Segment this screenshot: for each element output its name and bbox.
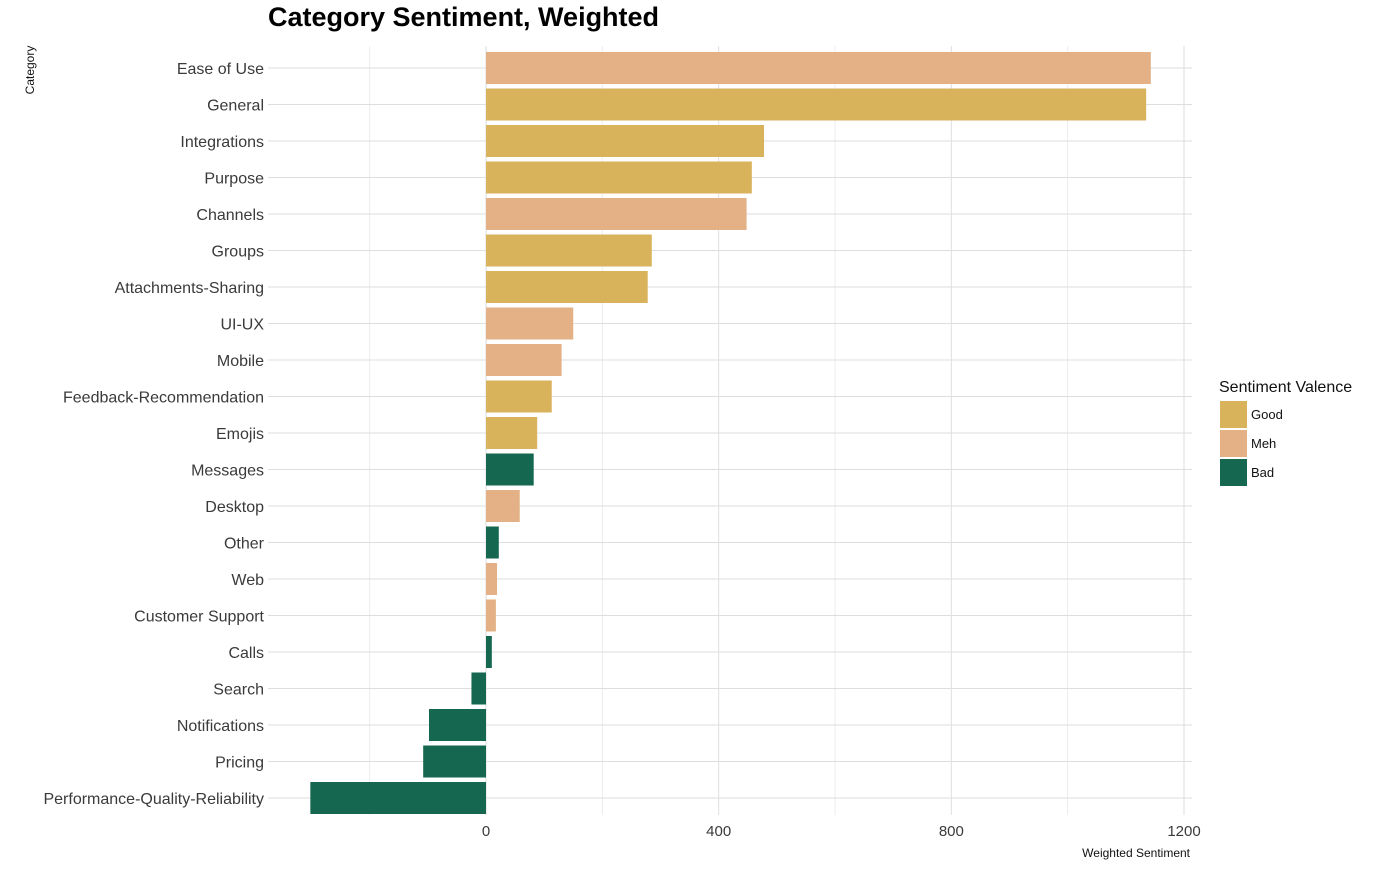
legend-swatch-good — [1220, 401, 1247, 428]
bar-attachments-sharing — [486, 271, 648, 303]
legend: Sentiment Valence Good Meh Bad — [1219, 379, 1352, 486]
category-label: Performance-Quality-Reliability — [43, 791, 264, 808]
category-label: Other — [224, 536, 265, 553]
legend-label: Meh — [1251, 436, 1276, 451]
x-tick-labels: 0 400 800 1200 — [482, 823, 1201, 840]
bar-notifications — [428, 709, 486, 741]
legend-swatch-meh — [1220, 430, 1247, 457]
legend-label: Good — [1251, 407, 1283, 422]
bar-ui-ux — [486, 307, 574, 340]
category-label: Mobile — [217, 353, 264, 370]
category-label: Notifications — [177, 718, 264, 735]
bar-web — [486, 563, 498, 595]
category-label: Desktop — [205, 499, 264, 516]
chart-title: Category Sentiment, Weighted — [268, 2, 659, 32]
bar-channels — [486, 198, 747, 230]
legend-entries: Good Meh Bad — [1220, 401, 1283, 486]
category-label: Search — [213, 682, 264, 699]
bar-performance-quality-reliability — [310, 782, 486, 814]
bar-mobile — [486, 344, 562, 376]
legend-title: Sentiment Valence — [1219, 379, 1352, 396]
category-label: Channels — [196, 207, 264, 224]
x-tick-label: 800 — [939, 823, 964, 840]
bar-customer-support — [486, 599, 496, 632]
bar-pricing — [423, 745, 486, 778]
bar-purpose — [486, 161, 752, 194]
grid — [268, 46, 1192, 815]
category-label: Ease of Use — [177, 61, 264, 78]
category-label: General — [207, 98, 264, 115]
category-label: Attachments-Sharing — [115, 280, 264, 297]
category-label: Pricing — [215, 755, 264, 772]
bars — [310, 52, 1151, 814]
category-label: Integrations — [180, 134, 264, 151]
bar-other — [486, 526, 499, 559]
bar-emojis — [486, 417, 538, 449]
bar-messages — [486, 453, 534, 486]
x-tick-label: 1200 — [1167, 823, 1200, 840]
legend-swatch-bad — [1220, 459, 1247, 486]
bar-general — [486, 88, 1147, 121]
bar-integrations — [486, 125, 765, 157]
category-labels: Ease of Use General Integrations Purpose Cha… — [43, 61, 264, 808]
category-label: Customer Support — [134, 609, 264, 626]
bar-groups — [486, 234, 652, 267]
x-tick-label: 0 — [482, 823, 490, 840]
category-label: Groups — [212, 244, 264, 261]
category-label: UI-UX — [220, 317, 264, 334]
bar-desktop — [486, 490, 520, 522]
x-tick-label: 400 — [706, 823, 731, 840]
y-axis-title: Category — [23, 46, 37, 95]
bar-ease-of-use — [486, 52, 1151, 84]
bar-feedback-recommendation — [486, 380, 552, 413]
bar-search — [471, 672, 486, 705]
bar-calls — [486, 636, 492, 668]
legend-label: Bad — [1251, 465, 1274, 480]
category-label: Calls — [228, 645, 264, 662]
category-label: Feedback-Recommendation — [63, 390, 264, 407]
category-label: Messages — [191, 463, 264, 480]
category-label: Emojis — [216, 426, 264, 443]
category-label: Web — [231, 572, 264, 589]
category-label: Purpose — [204, 171, 264, 188]
x-axis-title: Weighted Sentiment — [1082, 846, 1191, 860]
